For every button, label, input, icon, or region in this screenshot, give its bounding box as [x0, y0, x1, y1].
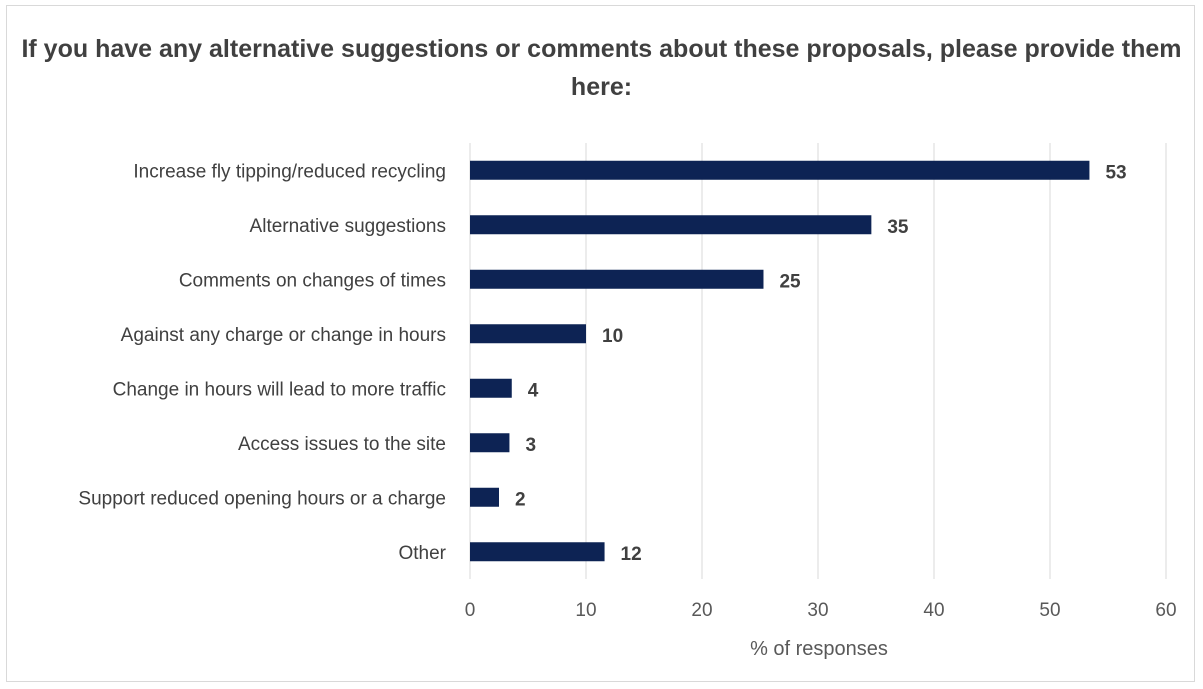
category-label: Change in hours will lead to more traffi…: [113, 379, 446, 400]
x-tick-labels: 0 10 20 30 40 50 60: [465, 600, 1177, 621]
value-labels: 53 35 25 10 4 3 2 12: [515, 162, 1127, 565]
category-label: Comments on changes of times: [179, 270, 446, 291]
x-tick-label: 50: [1039, 600, 1060, 621]
x-tick-label: 20: [691, 600, 712, 621]
x-tick-label: 30: [807, 600, 828, 621]
x-tick-label: 0: [465, 600, 476, 621]
value-label: 3: [525, 435, 536, 456]
category-label: Alternative suggestions: [250, 216, 446, 237]
x-axis-label: % of responses: [750, 638, 888, 660]
value-label: 12: [621, 544, 642, 565]
category-label: Increase fly tipping/reduced recycling: [133, 161, 446, 182]
value-label: 53: [1105, 162, 1126, 183]
chart-title: If you have any alternative suggestions …: [0, 30, 1203, 106]
x-tick-label: 40: [923, 600, 944, 621]
x-tick-label: 60: [1155, 600, 1176, 621]
chart-title-text: If you have any alternative suggestions …: [21, 35, 1182, 101]
bar: [470, 160, 1090, 180]
value-label: 2: [515, 489, 526, 510]
value-label: 35: [887, 217, 909, 238]
bar: [470, 269, 764, 289]
category-label: Against any charge or change in hours: [121, 325, 446, 346]
bar: [470, 215, 872, 235]
bar: [470, 542, 605, 562]
bars: [470, 160, 1090, 562]
category-label: Access issues to the site: [238, 434, 446, 455]
bar: [470, 487, 499, 507]
grid-lines: [469, 143, 1167, 579]
bar: [470, 378, 512, 398]
category-labels: Increase fly tipping/reduced recycling Al…: [78, 161, 446, 564]
chart-frame: [6, 5, 1195, 682]
category-label: Support reduced opening hours or a charg…: [78, 488, 446, 509]
value-label: 4: [528, 380, 539, 401]
bar: [470, 433, 510, 453]
bar: [470, 324, 586, 344]
value-label: 10: [602, 326, 623, 347]
value-label: 25: [779, 271, 801, 292]
category-label: Other: [398, 543, 446, 564]
x-tick-label: 10: [575, 600, 596, 621]
